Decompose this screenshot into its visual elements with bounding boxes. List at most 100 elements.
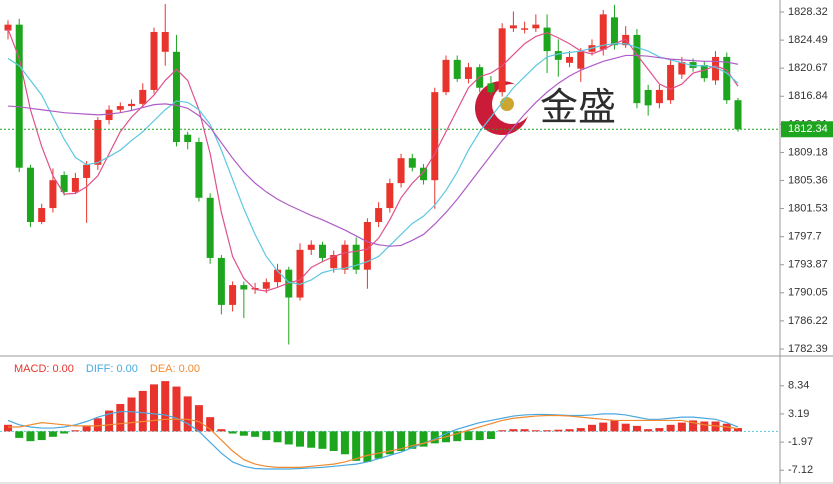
candle-body xyxy=(610,17,618,46)
y-tick-label: 1786.22 xyxy=(788,315,828,327)
macd-bar xyxy=(105,410,114,432)
last-price-box xyxy=(781,121,833,138)
y-tick-label: 1790.05 xyxy=(788,287,828,299)
y-tick-label: 1793.87 xyxy=(788,259,828,271)
macd-bar xyxy=(37,431,46,441)
macd-bar xyxy=(610,420,619,432)
legend-entry: MACD: 0.00 xyxy=(14,363,74,375)
moving-average-line xyxy=(7,43,739,285)
candle-body xyxy=(566,56,574,63)
macd-bar xyxy=(172,386,181,432)
y-tick-label: 1801.53 xyxy=(788,202,828,214)
macd-bar xyxy=(689,420,698,432)
macd-bar xyxy=(251,431,260,437)
macd-bar xyxy=(318,431,327,449)
macd-bar xyxy=(554,429,563,432)
y-tick-label: 3.19 xyxy=(788,408,809,420)
macd-bar xyxy=(161,381,170,432)
candle-body xyxy=(509,25,517,29)
candle-body xyxy=(296,249,304,298)
macd-bar xyxy=(486,431,495,439)
macd-bar xyxy=(464,431,473,441)
candle-body xyxy=(60,175,68,192)
macd-bar xyxy=(509,429,518,432)
macd-bar xyxy=(340,431,349,455)
candle-body xyxy=(723,56,731,101)
candle-body xyxy=(375,208,383,222)
candle-body xyxy=(83,164,91,178)
legend-entry: DIFF: 0.00 xyxy=(86,363,138,375)
macd-bar xyxy=(307,431,316,448)
macd-bar xyxy=(397,431,406,452)
candle-body xyxy=(139,89,147,104)
macd-bar xyxy=(632,425,641,432)
macd-bar xyxy=(531,430,540,432)
candle-body xyxy=(667,64,675,101)
candle-body xyxy=(363,221,371,270)
candle-body xyxy=(4,24,12,31)
macd-bar xyxy=(700,421,709,432)
candle-body xyxy=(577,51,585,69)
macd-bar xyxy=(475,431,484,441)
y-tick-label: 1816.84 xyxy=(788,90,828,102)
candle-body xyxy=(116,106,124,110)
macd-bar xyxy=(284,431,293,445)
candle-body xyxy=(521,28,529,30)
candle-body xyxy=(341,244,349,270)
macd-bar xyxy=(565,429,574,432)
macd-bar xyxy=(576,428,585,432)
candle-body xyxy=(644,89,652,106)
candle-body xyxy=(217,257,225,305)
watermark: 金盛 xyxy=(475,81,616,135)
candle-body xyxy=(128,103,136,107)
candle-body xyxy=(543,27,551,52)
candle-body xyxy=(352,244,360,270)
macd-bar xyxy=(194,405,203,432)
macd-bar xyxy=(217,429,226,432)
y-tick-label: 1797.7 xyxy=(788,231,822,243)
candle-body xyxy=(554,51,562,60)
candle-body xyxy=(633,34,641,104)
candle-body xyxy=(38,208,46,222)
candle-body xyxy=(431,92,439,181)
candle-body xyxy=(262,282,270,289)
candle-body xyxy=(206,197,214,258)
candle-body xyxy=(487,83,495,93)
indicator-line xyxy=(7,411,739,470)
macd-bar xyxy=(385,431,394,455)
candle-body xyxy=(307,244,315,250)
macd-bar xyxy=(666,424,675,432)
macd-bar xyxy=(621,423,630,432)
candle-body xyxy=(161,31,169,52)
macd-bar xyxy=(26,431,35,442)
candle-body xyxy=(195,142,203,198)
last-price-label: 1812.34 xyxy=(788,123,828,135)
macd-bar xyxy=(60,431,69,434)
macd-bar xyxy=(273,431,282,443)
candle-body xyxy=(285,269,293,298)
candle-body xyxy=(734,100,742,130)
macd-bar xyxy=(430,431,439,444)
macd-bar xyxy=(588,424,596,432)
macd-bar xyxy=(677,422,686,432)
candle-body xyxy=(464,67,472,79)
macd-bar xyxy=(498,430,507,432)
candle-body xyxy=(655,89,663,104)
y-tick-label: 1809.18 xyxy=(788,146,828,158)
macd-bar xyxy=(228,431,237,434)
candle-body xyxy=(453,59,461,79)
macd-bar xyxy=(150,384,158,432)
macd-bar xyxy=(520,429,529,432)
y-tick-label: -1.97 xyxy=(788,436,813,448)
candle-body xyxy=(442,59,450,93)
macd-bar xyxy=(93,418,102,432)
y-tick-label: -7.12 xyxy=(788,464,813,476)
candle-body xyxy=(240,285,248,290)
macd-bar xyxy=(116,404,125,432)
macd-bar xyxy=(4,424,12,432)
candle-body xyxy=(712,56,720,81)
macd-bar xyxy=(644,429,653,432)
macd-bar xyxy=(262,431,271,441)
